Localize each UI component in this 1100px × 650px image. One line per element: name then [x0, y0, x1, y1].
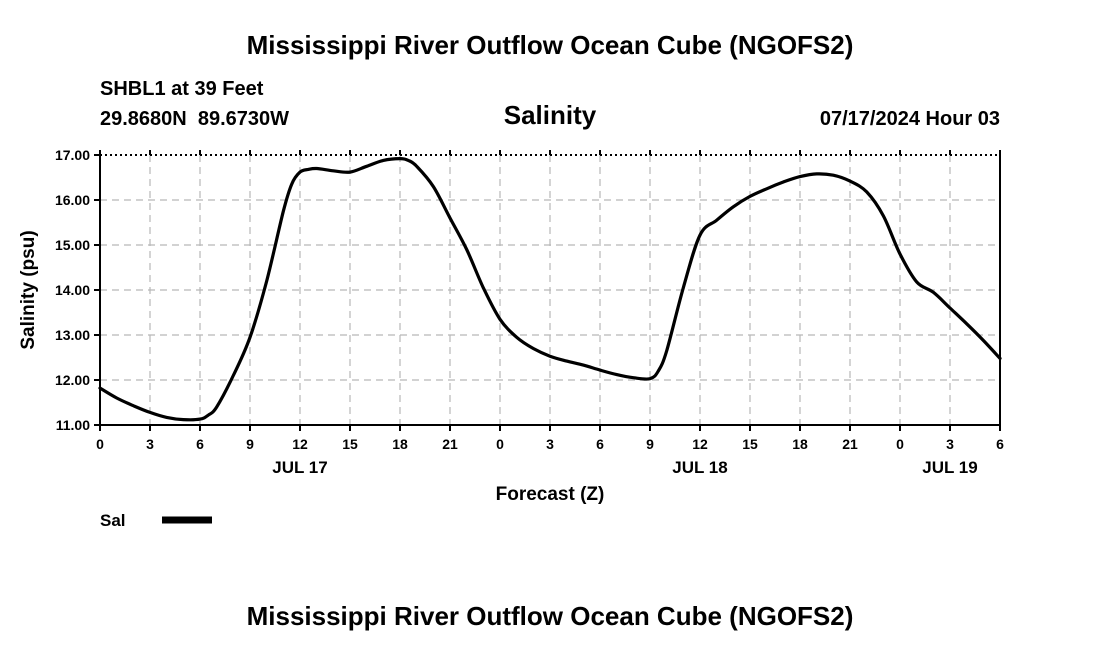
- x-tick-label: 18: [792, 436, 808, 452]
- y-tick-label: 14.00: [55, 282, 90, 298]
- x-tick-label: 0: [496, 436, 504, 452]
- x-tick-label: 21: [442, 436, 458, 452]
- station-label: SHBL1 at 39 Feet: [100, 78, 264, 100]
- legend-label-sal: Sal: [100, 511, 126, 530]
- x-tick-label: 21: [842, 436, 858, 452]
- y-tick-label: 12.00: [55, 372, 90, 388]
- x-tick-label: 18: [392, 436, 408, 452]
- forecast-datetime: 07/17/2024 Hour 03: [820, 108, 1000, 130]
- y-axis-ticks: 11.00 12.00 13.00 14.00 15.00 16.00 17.00: [55, 147, 100, 433]
- variable-title: Salinity: [504, 100, 597, 130]
- day-label: JUL 19: [922, 458, 977, 477]
- day-labels: JUL 17 JUL 18 JUL 19: [272, 458, 977, 477]
- day-label: JUL 17: [272, 458, 327, 477]
- y-axis-label: Salinity (psu): [18, 230, 39, 349]
- x-tick-label: 15: [342, 436, 358, 452]
- footer-title: Mississippi River Outflow Ocean Cube (NG…: [247, 601, 854, 631]
- x-axis-label: Forecast (Z): [496, 484, 605, 505]
- x-tick-label: 12: [292, 436, 308, 452]
- x-tick-label: 3: [546, 436, 554, 452]
- x-tick-label: 9: [646, 436, 654, 452]
- x-tick-label: 0: [896, 436, 904, 452]
- legend: Sal: [100, 511, 212, 530]
- grid-lines: [100, 155, 1000, 425]
- x-tick-label: 15: [742, 436, 758, 452]
- y-tick-label: 16.00: [55, 192, 90, 208]
- x-tick-label: 9: [246, 436, 254, 452]
- x-tick-label: 12: [692, 436, 708, 452]
- x-tick-label: 3: [146, 436, 154, 452]
- x-tick-label: 6: [196, 436, 204, 452]
- y-tick-label: 17.00: [55, 147, 90, 163]
- chart-main-title: Mississippi River Outflow Ocean Cube (NG…: [247, 30, 854, 60]
- x-tick-label: 6: [996, 436, 1004, 452]
- station-coordinates: 29.8680N 89.6730W: [100, 108, 289, 130]
- y-tick-label: 11.00: [56, 417, 90, 433]
- day-label: JUL 18: [672, 458, 727, 477]
- series-layer: [98, 157, 1002, 422]
- x-tick-label: 3: [946, 436, 954, 452]
- series-line-sal: [98, 157, 1002, 422]
- y-tick-label: 15.00: [55, 237, 90, 253]
- x-tick-label: 6: [596, 436, 604, 452]
- x-axis-ticks: 0 3 6 9 12 15 18 21 0 3 6 9 12 15 18 21 0 3 6: [96, 150, 1004, 452]
- x-tick-label: 0: [96, 436, 104, 452]
- y-tick-label: 13.00: [55, 327, 90, 343]
